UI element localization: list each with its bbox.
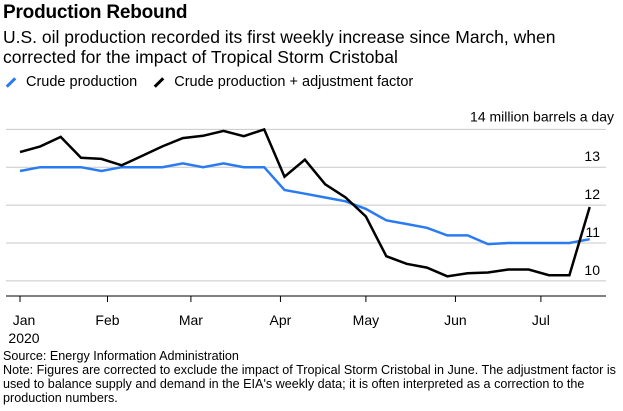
source-text: Source: Energy Information Administratio… [3,349,239,363]
chart-footer: Source: Energy Information Administratio… [3,349,618,405]
series-line-crude [19,162,590,246]
x-tick-label: Jan [13,312,36,328]
x-axis: Jan Feb Mar Apr May Jun Jul 2020 [6,295,606,345]
note-text: Note: Figures are corrected to exclude t… [3,363,616,405]
legend-item-adjusted: Crude production + adjustment factor [151,74,413,90]
y-axis-labels: 10 11 12 13 14 million barrels a day [470,108,614,277]
chart-title: Production Rebound [3,2,188,23]
x-tick-label: Mar [179,312,203,328]
y-tick-label: 12 [584,186,600,202]
grid-lines [6,128,606,282]
x-tick-label: Apr [270,312,292,328]
legend-label-adjusted: Crude production + adjustment factor [174,74,414,90]
series-lines [19,127,591,278]
legend: Crude production Crude production + adju… [3,74,427,90]
x-year-label: 2020 [8,330,39,345]
x-tick-label: Jun [444,312,467,328]
x-tick-label: May [353,312,379,328]
legend-item-crude: Crude production [3,74,137,90]
y-tick-label: 11 [585,224,600,240]
y-tick-label: 13 [584,148,600,164]
legend-label-crude: Crude production [26,74,138,90]
x-tick-label: Feb [95,312,119,328]
y-axis-title: 14 million barrels a day [470,108,614,124]
x-tick-label: Jul [532,312,550,328]
y-tick-label: 10 [584,262,600,278]
chart-subtitle: U.S. oil production recorded its first w… [3,27,556,67]
series-line-adjusted [19,127,591,278]
line-chart: 10 11 12 13 14 million barrels a day Jan Feb M… [6,108,614,345]
